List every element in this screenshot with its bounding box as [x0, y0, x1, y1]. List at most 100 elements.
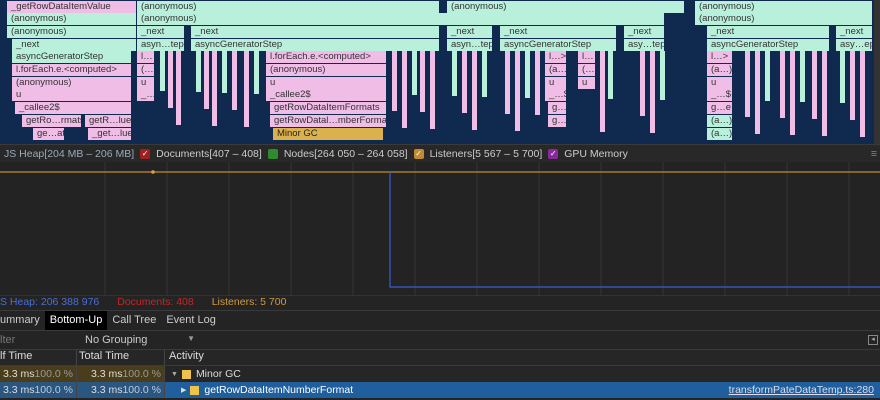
flame-block[interactable]: u: [545, 76, 567, 89]
flame-block[interactable]: u: [266, 76, 387, 89]
flame-scrollbar[interactable]: [874, 0, 880, 144]
flame-block[interactable]: l…>: [707, 51, 733, 64]
total-time-header[interactable]: Total Time: [77, 350, 165, 365]
flame-block[interactable]: (anonymous): [12, 76, 132, 89]
flame-slice[interactable]: [812, 51, 817, 119]
flame-block[interactable]: _next: [624, 25, 665, 38]
flame-slice[interactable]: [850, 51, 855, 120]
flame-block[interactable]: u: [12, 89, 132, 102]
flame-block[interactable]: Minor GC: [273, 127, 384, 140]
flame-slice[interactable]: [535, 51, 540, 115]
flame-block[interactable]: (anonymous): [695, 0, 873, 13]
flame-block[interactable]: _next: [137, 25, 185, 38]
flame-block[interactable]: (anonymous): [7, 25, 137, 38]
flame-slice[interactable]: [176, 51, 181, 125]
flame-slice[interactable]: [402, 51, 407, 128]
source-link[interactable]: transformPateDataTemp.ts:280: [728, 384, 874, 396]
flame-block[interactable]: asy…tep: [624, 38, 665, 51]
flame-slice[interactable]: [212, 51, 217, 126]
table-row[interactable]: 3.3 ms 100.0 % 3.3 ms 100.0 % ▼ Minor GC: [0, 366, 880, 382]
grouping-select[interactable]: No Grouping ▼: [85, 334, 195, 346]
flame-slice[interactable]: [462, 51, 467, 113]
flame-block[interactable]: (a…): [707, 64, 733, 76]
tab-bottom-up[interactable]: Bottom-Up: [44, 311, 108, 330]
self-time-header[interactable]: lf Time: [0, 350, 77, 365]
flame-slice[interactable]: [640, 51, 645, 116]
flame-block[interactable]: l…: [137, 51, 155, 64]
tab-call-tree[interactable]: Call Tree: [112, 314, 157, 326]
flame-slice[interactable]: [600, 51, 605, 132]
filter-input[interactable]: lter: [0, 334, 16, 346]
flame-slice[interactable]: [204, 51, 209, 109]
flame-block[interactable]: asy…ep: [836, 38, 873, 51]
expand-down-icon[interactable]: ▼: [171, 370, 178, 378]
flame-slice[interactable]: [222, 51, 227, 93]
flame-slice[interactable]: [660, 51, 665, 100]
flame-block[interactable]: _callee2$: [15, 102, 132, 115]
flame-slice[interactable]: [452, 51, 457, 96]
table-row-selected[interactable]: 3.3 ms 100.0 % 3.3 ms 100.0 % ▶ getRowDataI…: [0, 382, 880, 398]
flame-block[interactable]: getR…lue: [85, 114, 132, 127]
flame-slice[interactable]: [790, 51, 795, 135]
sidebar-toggle-icon[interactable]: ◂: [868, 335, 878, 345]
flame-block[interactable]: asyn…tep: [447, 38, 493, 51]
flame-slice[interactable]: [430, 51, 435, 129]
flame-block[interactable]: asyncGeneratorStep: [707, 38, 830, 51]
flame-slice[interactable]: [765, 51, 770, 101]
flame-block[interactable]: g…: [548, 114, 567, 127]
flame-slice[interactable]: [780, 51, 785, 118]
listeners-checkbox[interactable]: ✓: [413, 148, 424, 159]
flame-slice[interactable]: [800, 51, 805, 102]
flame-block[interactable]: _next: [447, 25, 493, 38]
flame-block[interactable]: (a…): [545, 64, 567, 76]
expand-right-icon[interactable]: ▶: [181, 387, 187, 394]
flame-block[interactable]: asyncGeneratorStep: [12, 51, 132, 64]
flame-block[interactable]: ge…at: [33, 127, 65, 140]
tab-summary[interactable]: ummary: [0, 314, 40, 326]
flame-slice[interactable]: [392, 51, 397, 111]
flame-block[interactable]: _next: [500, 25, 617, 38]
flame-block[interactable]: getRowDatal…mberFormat: [270, 114, 387, 127]
flame-slice[interactable]: [860, 51, 865, 137]
flame-block[interactable]: _getRowDataItemValue: [7, 0, 137, 13]
flame-block[interactable]: l.forEach.e.<computed>: [266, 51, 387, 64]
flame-block[interactable]: _next: [707, 25, 830, 38]
flame-block[interactable]: l…: [578, 51, 596, 64]
flame-block[interactable]: _…: [137, 89, 155, 102]
flame-block[interactable]: (anonymous): [137, 13, 665, 26]
flame-block[interactable]: asyncGeneratorStep: [500, 38, 617, 51]
flame-slice[interactable]: [244, 51, 249, 127]
flame-block[interactable]: _next: [12, 38, 137, 51]
flame-slice[interactable]: [515, 51, 520, 131]
flame-block[interactable]: asyncGeneratorStep: [191, 38, 440, 51]
flame-block[interactable]: (a…): [707, 127, 733, 140]
flame-chart[interactable]: _getRowDataItemValue (anonymous) (anonymou…: [0, 0, 880, 144]
flame-slice[interactable]: [232, 51, 237, 110]
documents-checkbox[interactable]: ✓: [140, 148, 151, 159]
flame-slice[interactable]: [650, 51, 655, 133]
flame-block[interactable]: (anonymous): [447, 0, 685, 13]
flame-slice[interactable]: [505, 51, 510, 114]
flame-block[interactable]: u: [137, 76, 155, 89]
flame-block[interactable]: (anonymous): [266, 64, 387, 76]
flame-block[interactable]: g…e: [707, 102, 733, 115]
flame-block[interactable]: _get…lue: [88, 127, 132, 140]
nodes-checkbox[interactable]: [267, 148, 278, 159]
flame-block[interactable]: l.forEach.e.<computed>: [12, 64, 132, 76]
flame-block[interactable]: getRowDataItemFormats: [270, 102, 387, 115]
flame-slice[interactable]: [254, 51, 259, 94]
flame-block[interactable]: asyn…tep: [137, 38, 185, 51]
flame-block[interactable]: (anonymous): [7, 13, 137, 26]
flame-block[interactable]: (a…): [707, 114, 733, 127]
flame-block[interactable]: g…: [548, 102, 567, 115]
flame-block[interactable]: _…$: [545, 89, 567, 102]
flame-slice[interactable]: [160, 51, 165, 91]
flame-slice[interactable]: [525, 51, 530, 98]
flame-block[interactable]: (…): [137, 64, 155, 76]
menu-icon[interactable]: ≡: [870, 147, 877, 160]
flame-block[interactable]: (anonymous): [695, 13, 873, 26]
flame-block[interactable]: _…$: [707, 89, 733, 102]
flame-slice[interactable]: [840, 51, 845, 103]
js-heap-counter[interactable]: JS Heap[204 MB – 206 MB]: [4, 147, 135, 160]
flame-block[interactable]: u: [578, 76, 596, 89]
